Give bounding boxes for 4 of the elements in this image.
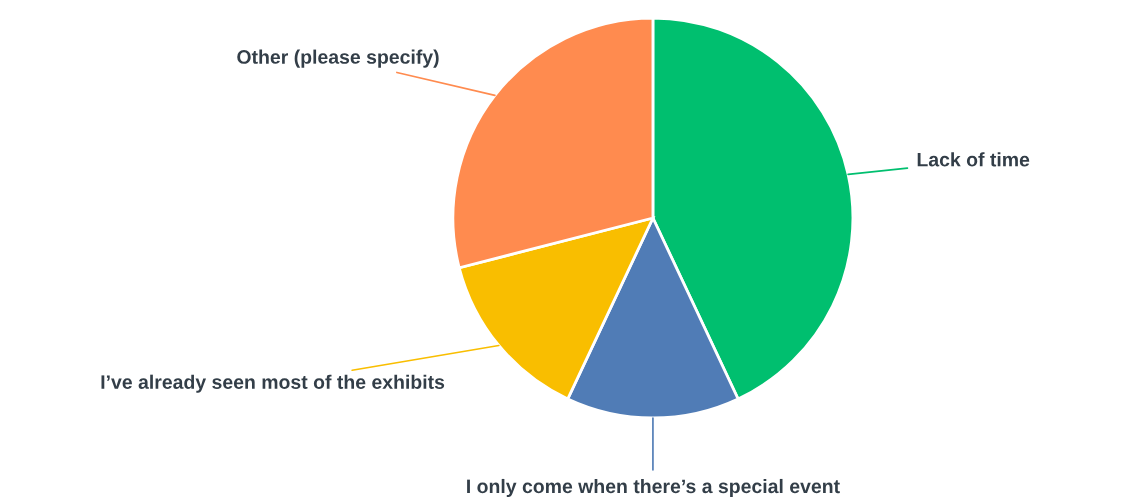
slice-label: I only come when there’s a special event <box>467 478 840 498</box>
slice-label: I’ve already seen most of the exhibits <box>101 374 445 393</box>
slice-label: Lack of time <box>917 152 1030 167</box>
slice-label: Other (please specify) <box>237 49 439 68</box>
